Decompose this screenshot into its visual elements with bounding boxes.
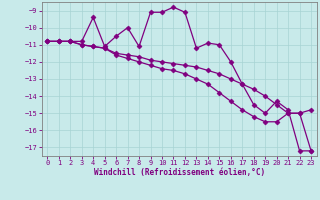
X-axis label: Windchill (Refroidissement éolien,°C): Windchill (Refroidissement éolien,°C) [94,168,265,177]
